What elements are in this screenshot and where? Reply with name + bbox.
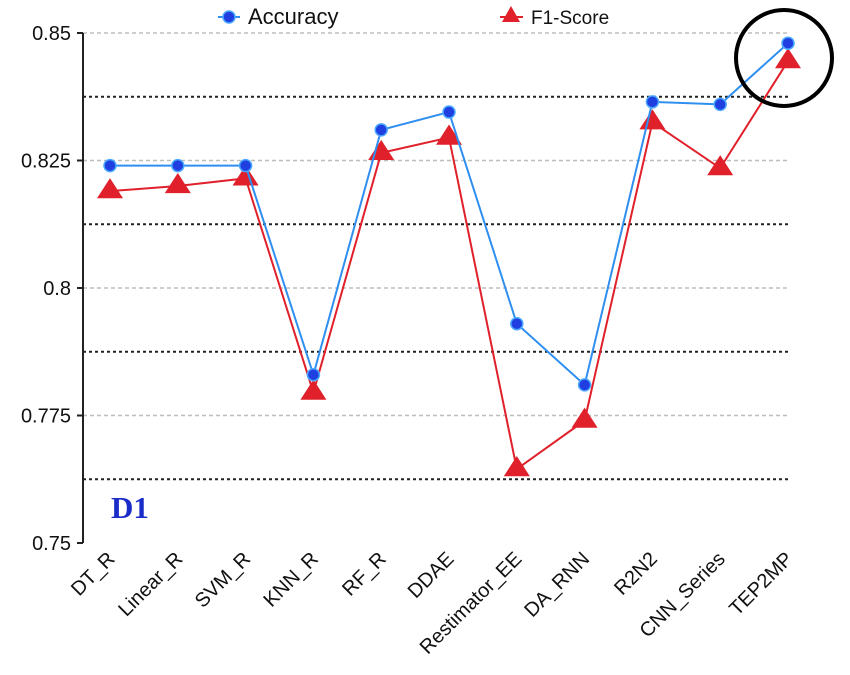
x-tick-label: SVM_R [191,548,255,612]
point-f1-score [436,124,462,145]
x-tick-label: DT_R [67,548,119,600]
point-f1-score [97,178,123,199]
series-line-f1-score [109,60,789,471]
point-accuracy [713,97,727,112]
legend-f1-label: F1-Score [531,8,609,29]
point-accuracy [103,158,117,173]
x-tick-label: TEP2MP [725,548,797,620]
point-f1-score [164,173,191,194]
point-accuracy [238,158,253,173]
y-tick-label: 0.825 [21,151,71,173]
legend-item-f1-score: F1-Score [500,6,609,29]
x-tick-label: DDAE [404,548,459,603]
x-tick-label: DA_RNN [520,548,594,622]
y-axis-ticks: 0.75 0.775 0.8 0.825 0.85 [21,23,83,555]
grid-lines [83,32,790,481]
x-tick-label: Linear_R [114,548,187,621]
point-accuracy [306,367,321,382]
series-layer [97,36,801,477]
highlight-circle [734,8,834,108]
point-accuracy [510,316,524,331]
legend-accuracy-marker [222,10,236,24]
point-accuracy [645,95,660,109]
point-f1-score [503,456,530,477]
x-tick-label: KNN_R [259,548,322,611]
y-tick-label: 0.85 [32,23,71,45]
point-f1-score [639,109,666,130]
x-tick-label: RF_R [338,548,390,600]
series-line-accuracy [110,42,789,387]
point-accuracy [577,378,592,392]
point-f1-score [232,165,259,186]
y-tick-label: 0.75 [32,533,71,555]
legend-accuracy-label: Accuracy [248,4,338,29]
x-tick-label: R2N2 [610,548,662,600]
y-tick-label: 0.8 [43,278,71,300]
legend: Accuracy F1-Score [218,4,609,29]
legend-f1-marker [502,6,520,22]
point-accuracy [374,123,388,137]
point-f1-score [707,155,734,176]
y-tick-label: 0.775 [21,406,71,428]
point-accuracy [442,105,456,119]
point-f1-score [300,379,327,400]
panel-label: D1 [111,490,149,525]
point-f1-score [571,407,598,428]
point-f1-score [775,48,801,69]
legend-item-accuracy: Accuracy [218,4,338,29]
point-accuracy [171,158,185,173]
point-accuracy [781,36,795,50]
